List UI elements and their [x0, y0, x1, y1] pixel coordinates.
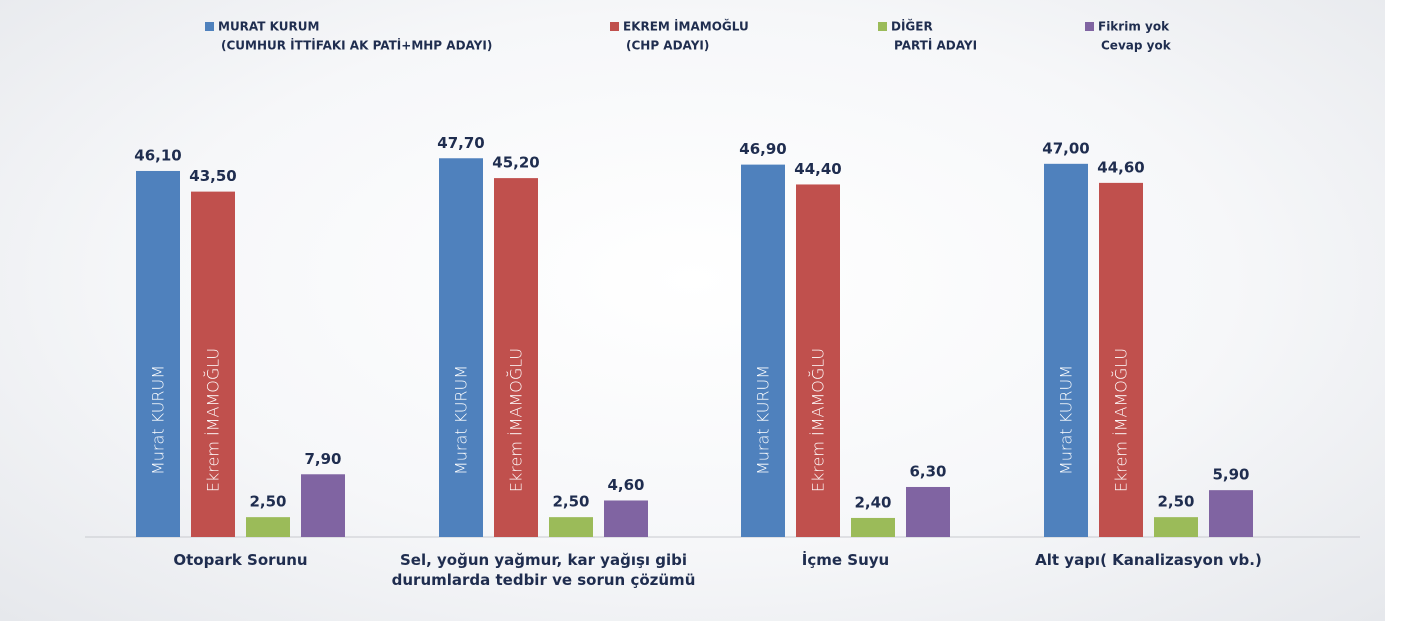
bar-name-label: Ekrem İMAMOĞLU: [204, 348, 223, 492]
bar: [136, 170, 180, 537]
legend-label: MURAT KURUM: [218, 20, 319, 34]
bar: [1154, 517, 1198, 537]
bar: [494, 178, 538, 537]
value-label: 47,00: [1042, 139, 1089, 157]
bar-name-label: Murat KURUM: [149, 365, 168, 475]
value-label: 47,70: [437, 134, 484, 152]
bar-name-label: Murat KURUM: [452, 365, 471, 475]
bar-name-label: Murat KURUM: [1057, 365, 1076, 475]
bar: [549, 517, 593, 537]
value-label: 46,90: [739, 140, 786, 158]
x-tick-label: Otopark Sorunu: [173, 551, 308, 569]
bar: [301, 474, 345, 537]
bar: [1099, 182, 1143, 537]
value-label: 6,30: [909, 462, 946, 480]
x-tick-label: Alt yapı( Kanalizasyon vb.): [1035, 551, 1262, 569]
value-label: 2,50: [249, 493, 286, 511]
value-label: 45,20: [492, 154, 539, 172]
bar-name-label: Ekrem İMAMOĞLU: [1112, 348, 1131, 492]
bar-name-label: Murat KURUM: [754, 365, 773, 475]
bar: [851, 517, 895, 537]
bar: [1044, 163, 1088, 537]
legend-label: (CUMHUR İTTİFAKI AK PATİ+MHP ADAYI): [221, 38, 492, 53]
x-tick-label: Sel, yoğun yağmur, kar yağışı gibi durum…: [391, 551, 696, 589]
legend-label: (CHP ADAYI): [626, 39, 709, 53]
bar: [439, 158, 483, 537]
legend-swatch: [205, 22, 214, 31]
value-label: 7,90: [304, 450, 341, 468]
legend-label: Cevap yok: [1101, 39, 1172, 53]
value-label: 46,10: [134, 146, 181, 164]
bar: [1209, 490, 1253, 537]
bar: [246, 517, 290, 537]
legend-label: PARTİ ADAYI: [894, 38, 977, 53]
value-label: 43,50: [189, 167, 236, 185]
bar: [604, 500, 648, 537]
legend-swatch: [610, 22, 619, 31]
value-label: 2,50: [552, 493, 589, 511]
bar: [741, 164, 785, 537]
legend-label: Fikrim yok: [1098, 20, 1170, 34]
legend-label: DİĞER: [891, 19, 933, 34]
value-label: 2,40: [854, 493, 891, 511]
legend-swatch: [1085, 22, 1094, 31]
value-label: 2,50: [1157, 493, 1194, 511]
bar: [191, 191, 235, 538]
value-label: 44,60: [1097, 158, 1144, 176]
bar: [796, 184, 840, 538]
legend-swatch: [878, 22, 887, 31]
x-tick-label: İçme Suyu: [801, 551, 890, 569]
value-label: 4,60: [607, 476, 644, 494]
value-label: 5,90: [1212, 466, 1249, 484]
bar: [906, 486, 950, 537]
legend-label: EKREM İMAMOĞLU: [623, 19, 749, 34]
bar-name-label: Ekrem İMAMOĞLU: [809, 348, 828, 492]
value-label: 44,40: [794, 160, 841, 178]
bar-name-label: Ekrem İMAMOĞLU: [507, 348, 526, 492]
